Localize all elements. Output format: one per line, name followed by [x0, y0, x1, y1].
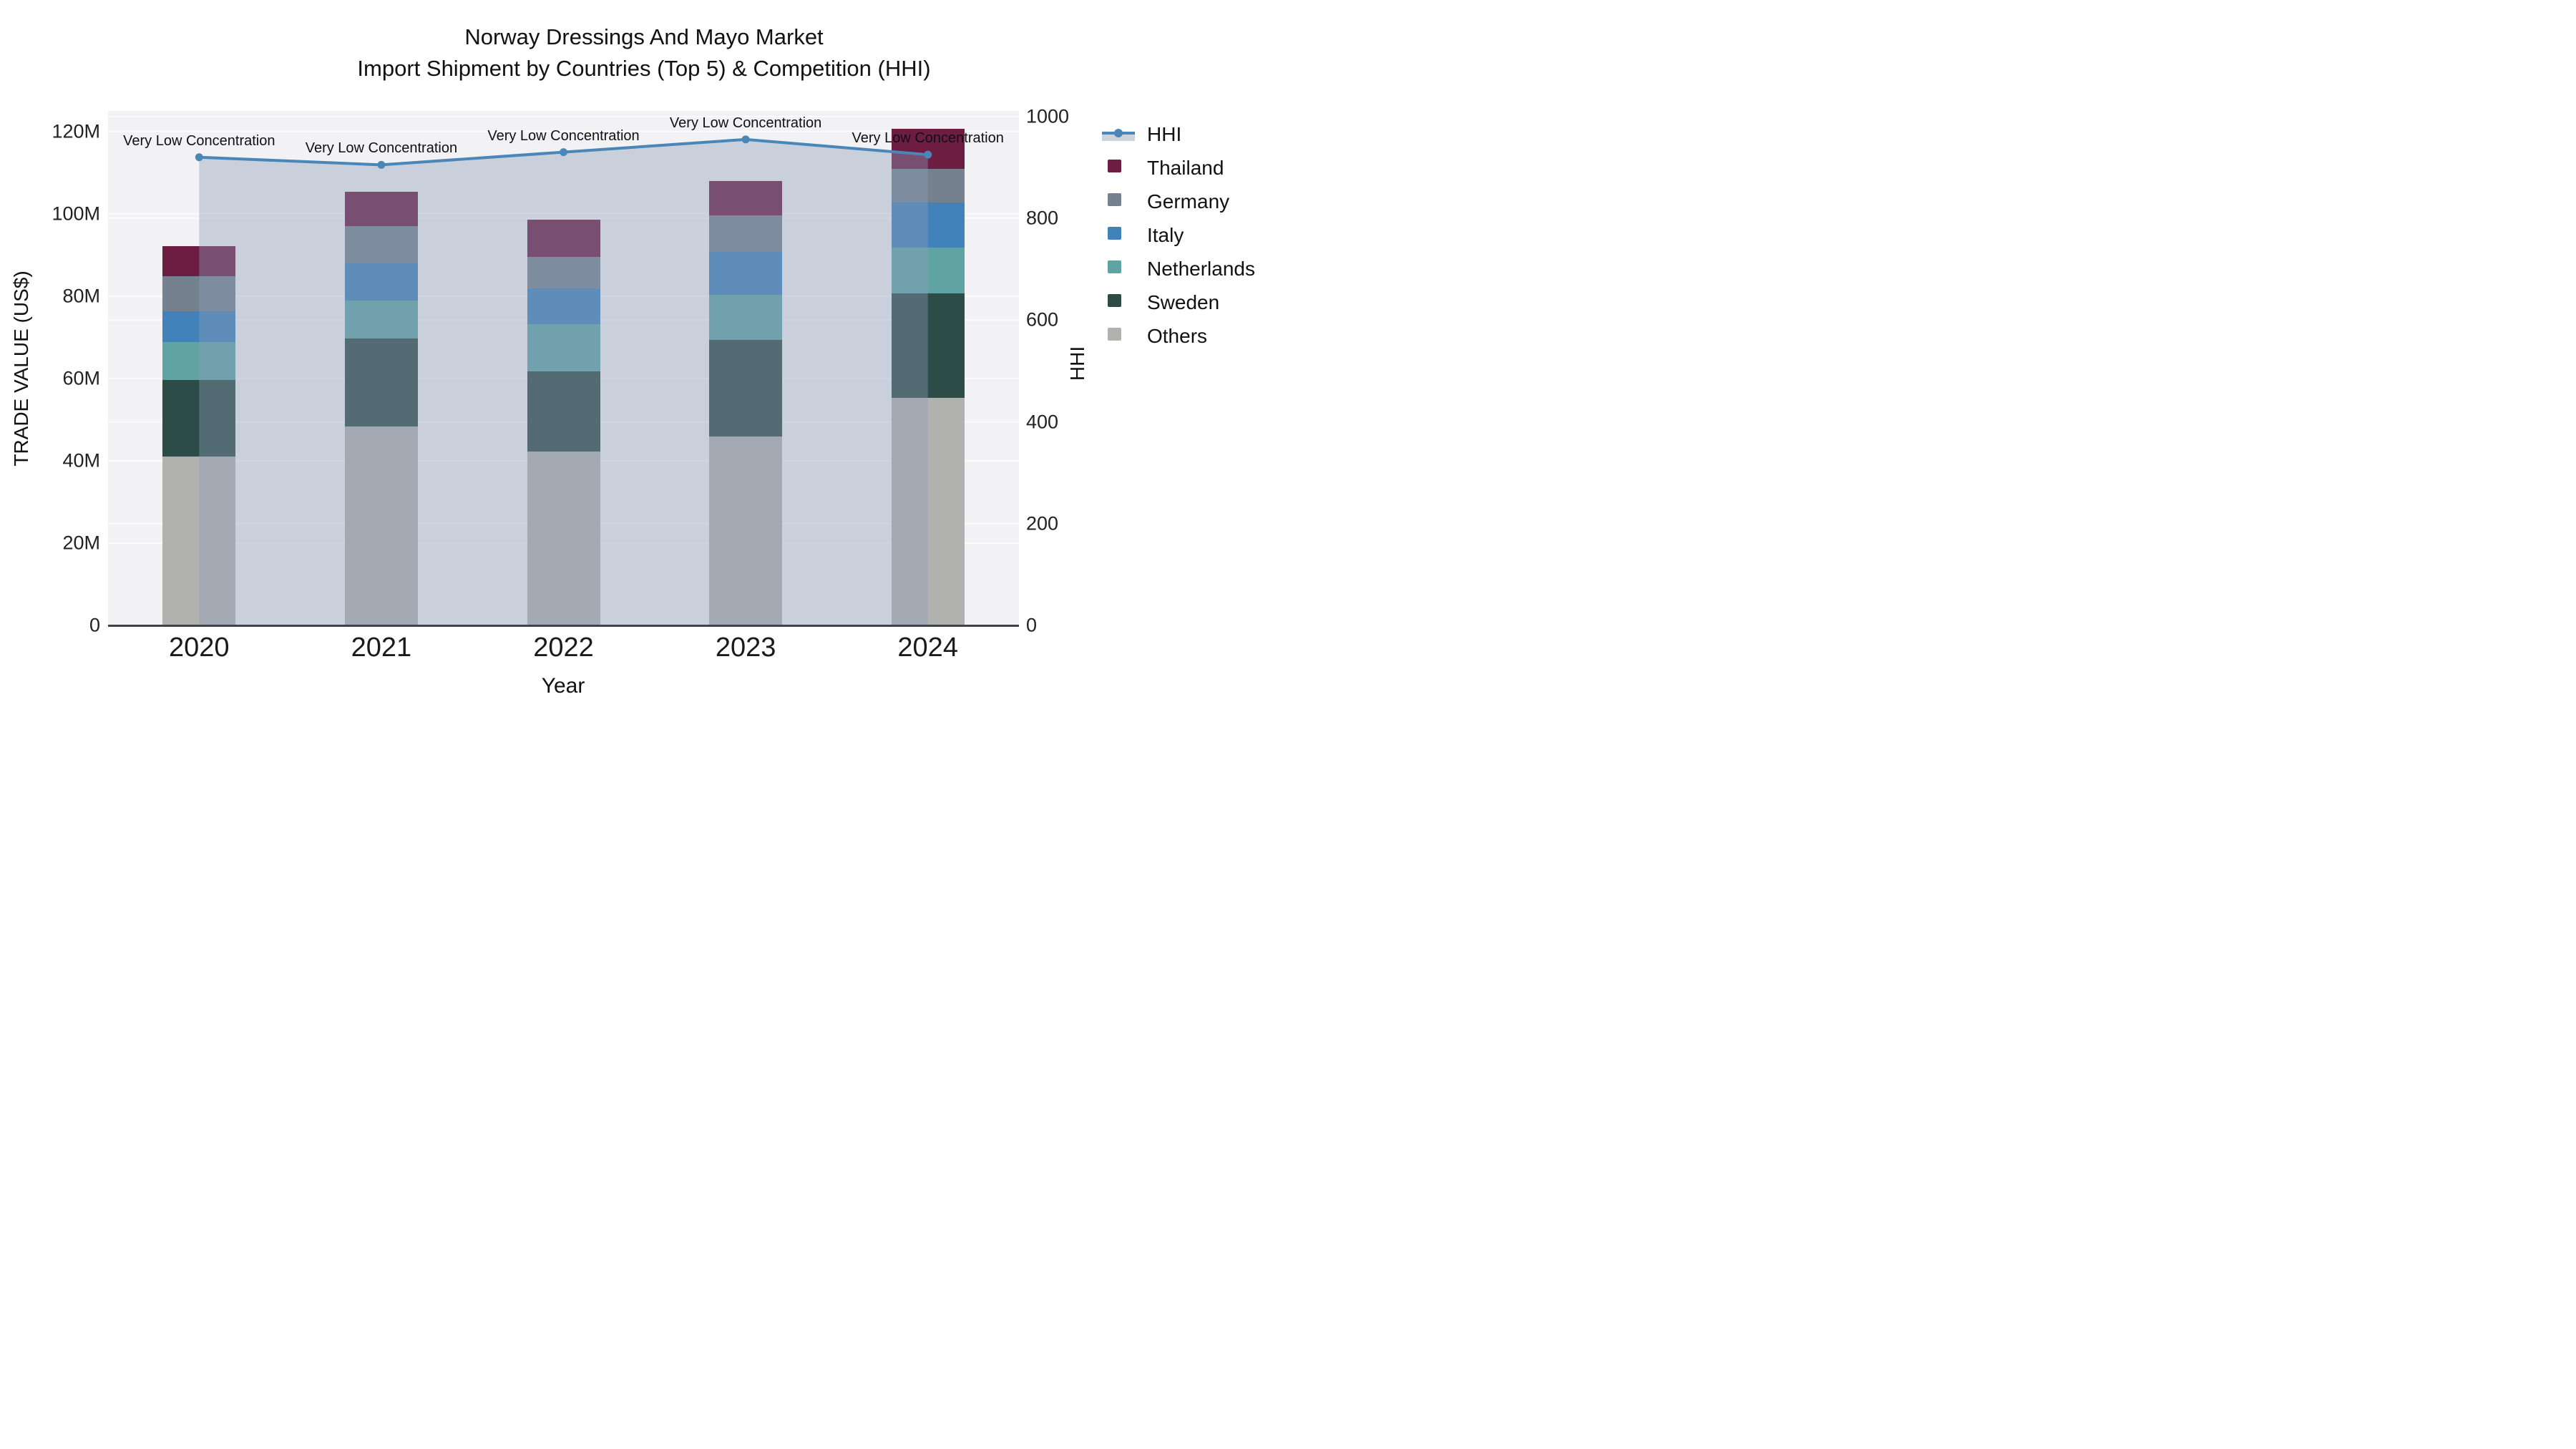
color-swatch [1108, 159, 1121, 172]
bar-segment-thailand-2022[interactable] [527, 219, 600, 258]
bar-segment-netherlands-2022[interactable] [527, 323, 600, 371]
y-left-tick-40M: 40M [62, 449, 100, 472]
legend-label: Netherlands [1147, 257, 1255, 280]
bar-segment-netherlands-2023[interactable] [709, 294, 783, 340]
y-right-tick-1000: 1000 [1026, 105, 1070, 127]
legend-label: Germany [1147, 190, 1230, 213]
figure: Norway Dressings And Mayo Market Import … [0, 0, 1288, 725]
y-left-tick-80M: 80M [62, 285, 100, 307]
hhi-area-fill [199, 139, 928, 625]
bar-segment-thailand-2020[interactable] [162, 246, 236, 276]
bar-segment-sweden-2020[interactable] [162, 379, 236, 457]
color-swatch [1108, 226, 1121, 240]
plot-area: Very Low Concentration Very Low Concentra… [108, 111, 1019, 627]
bar-segment-others-2021[interactable] [344, 426, 418, 625]
bar-segment-italy-2023[interactable] [709, 252, 783, 295]
annotation-2023: Very Low Concentration [669, 114, 822, 131]
y-axis-title-left: TRADE VALUE (US$) [10, 270, 32, 467]
bar-segment-italy-2021[interactable] [344, 263, 418, 301]
chart-title: Norway Dressings And Mayo Market Import … [0, 21, 1288, 84]
thailand-swatch-icon [1102, 159, 1138, 177]
bar-segment-thailand-2024[interactable] [891, 129, 965, 169]
legend-label: Sweden [1147, 291, 1220, 313]
legend-item-hhi[interactable]: HHI [1102, 117, 1255, 151]
germany-swatch-icon [1102, 192, 1138, 210]
bar-segment-germany-2021[interactable] [344, 226, 418, 263]
hhi-point-2021[interactable] [377, 160, 386, 169]
y-left-tick-0: 0 [89, 614, 100, 636]
x-tick-2021: 2021 [351, 633, 412, 663]
netherlands-swatch-icon [1102, 260, 1138, 278]
x-axis-title: Year [541, 674, 585, 698]
annotation-2022: Very Low Concentration [487, 127, 640, 144]
legend-item-italy[interactable]: Italy [1102, 218, 1255, 252]
hhi-line-layer [195, 135, 932, 625]
legend-label: HHI [1147, 122, 1182, 145]
sweden-swatch-icon [1102, 293, 1138, 311]
bar-segment-thailand-2021[interactable] [344, 191, 418, 227]
legend-label: Others [1147, 324, 1208, 347]
y-right-tick-600: 600 [1026, 308, 1059, 331]
y-right-tick-200: 200 [1026, 512, 1059, 535]
legend: HHI Thailand Germany Italy Netherlands Sweden… [1102, 117, 1255, 353]
hhi-marker-glyph [1114, 128, 1123, 137]
hhi-line-legend-icon [1102, 126, 1138, 143]
annotation-2020: Very Low Concentration [123, 132, 275, 149]
hhi-point-2024[interactable] [924, 150, 932, 159]
bar-segment-italy-2020[interactable] [162, 311, 236, 342]
legend-label: Thailand [1147, 156, 1224, 179]
y-right-tick-800: 800 [1026, 207, 1059, 229]
hhi-fill-band [1102, 133, 1135, 141]
x-tick-2023: 2023 [715, 633, 776, 663]
bar-segment-others-2024[interactable] [891, 397, 965, 625]
y-axis-title-right: HHI [1066, 346, 1088, 381]
y-left-tick-100M: 100M [52, 203, 100, 225]
y-left-tick-60M: 60M [62, 367, 100, 389]
hhi-point-2020[interactable] [195, 153, 203, 162]
bar-segment-netherlands-2024[interactable] [891, 247, 965, 293]
bar-segment-italy-2024[interactable] [891, 202, 965, 248]
bar-segment-others-2020[interactable] [162, 457, 236, 625]
others-swatch-icon [1102, 327, 1138, 345]
chart-title-line1: Norway Dressings And Mayo Market [464, 24, 824, 49]
legend-item-thailand[interactable]: Thailand [1102, 151, 1255, 185]
bar-segment-italy-2022[interactable] [527, 288, 600, 324]
bar-segment-others-2023[interactable] [709, 436, 783, 625]
bar-segment-sweden-2024[interactable] [891, 293, 965, 398]
bar-segment-germany-2024[interactable] [891, 168, 965, 203]
chart-title-line2: Import Shipment by Countries (Top 5) & C… [357, 56, 931, 81]
color-swatch [1108, 293, 1121, 307]
bar-segment-sweden-2022[interactable] [527, 371, 600, 452]
hhi-point-2023[interactable] [741, 135, 750, 144]
italy-swatch-icon [1102, 226, 1138, 244]
y-right-tick-400: 400 [1026, 411, 1059, 433]
x-tick-2022: 2022 [533, 633, 594, 663]
color-swatch [1108, 260, 1121, 273]
legend-item-netherlands[interactable]: Netherlands [1102, 252, 1255, 286]
annotation-2024: Very Low Concentration [852, 130, 1004, 147]
bar-segment-sweden-2023[interactable] [709, 339, 783, 436]
legend-item-others[interactable]: Others [1102, 319, 1255, 353]
y-right-tick-0: 0 [1026, 614, 1038, 636]
y-left-tick-20M: 20M [62, 532, 100, 554]
bar-segment-others-2022[interactable] [527, 451, 600, 625]
color-swatch [1108, 192, 1121, 206]
bar-segment-germany-2020[interactable] [162, 275, 236, 312]
x-tick-2024: 2024 [897, 633, 958, 663]
bar-segment-germany-2023[interactable] [709, 215, 783, 253]
bar-segment-sweden-2021[interactable] [344, 338, 418, 427]
bar-segment-thailand-2023[interactable] [709, 180, 783, 216]
legend-item-sweden[interactable]: Sweden [1102, 286, 1255, 319]
y-left-tick-120M: 120M [52, 120, 100, 142]
legend-label: Italy [1147, 223, 1184, 246]
hhi-point-2022[interactable] [560, 148, 567, 157]
x-tick-2020: 2020 [169, 633, 230, 663]
bar-segment-netherlands-2020[interactable] [162, 341, 236, 380]
bar-segment-netherlands-2021[interactable] [344, 300, 418, 339]
annotation-2021: Very Low Concentration [305, 140, 458, 157]
bar-segment-germany-2022[interactable] [527, 257, 600, 289]
color-swatch [1108, 327, 1121, 341]
x-axis-line [108, 625, 1019, 627]
legend-item-germany[interactable]: Germany [1102, 185, 1255, 218]
